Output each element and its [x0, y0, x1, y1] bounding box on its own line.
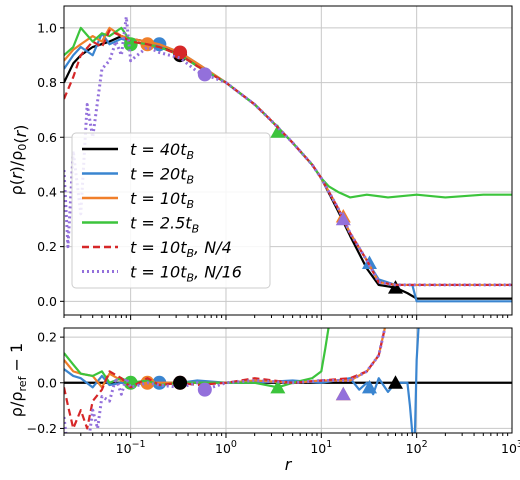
bottom-series-4-triangle-marker: [335, 386, 351, 401]
legend-label-2: t = 10tB: [130, 189, 194, 211]
bottom-plot-frame: [63, 327, 513, 434]
bottom-reference-triangle-marker: [388, 375, 404, 389]
bottom-series-line-3: [64, 328, 387, 430]
top-series-4-circle-marker: [173, 45, 188, 60]
top-series-0-triangle-marker: [388, 280, 404, 294]
bottom-x-tick-label: 101: [310, 439, 332, 456]
top-y-tick-label: 0.8: [37, 75, 57, 90]
legend-label-4: t = 10tB, N/4: [130, 238, 232, 260]
top-y-axis-label: ρ(r)/ρ0(r): [7, 125, 30, 196]
bottom-x-tick-label: 102: [406, 439, 428, 456]
top-series-group: [64, 15, 512, 303]
bottom-y-tick-label: 0.0: [37, 375, 57, 390]
bottom-x-tick-label: 10−1: [116, 439, 146, 456]
top-y-tick-label: 0.4: [37, 184, 57, 199]
top-series-5-triangle-marker: [335, 211, 351, 226]
bottom-y-axis-label: ρ/ρref − 1: [7, 343, 29, 417]
x-axis-label: r: [285, 455, 293, 474]
legend-box: [71, 132, 271, 289]
top-series-3-triangle-marker: [270, 124, 286, 138]
top-ticks: 0.0 0.2 0.4 0.6 0.8 1.0: [37, 20, 509, 320]
top-y-tick-label: 1.0: [37, 20, 57, 35]
bottom-y-tick-label: −0.2: [27, 421, 57, 436]
top-series-3-circle-marker: [123, 37, 138, 52]
top-y-tick-label: 0.2: [37, 239, 57, 254]
bottom-series-0-triangle-marker: [361, 379, 377, 394]
bottom-series-4-circle-marker: [197, 382, 212, 397]
bottom-ticks: −0.2 0.0 0.2 10−1 100 101 102 103: [27, 330, 520, 456]
top-y-tick-label: 0.0: [37, 294, 57, 309]
bottom-series-line-2: [64, 328, 330, 389]
legend-label-3: t = 2.5tB: [130, 214, 199, 236]
bottom-reference-circle-marker: [173, 375, 188, 390]
legend-label-1: t = 20tB: [130, 165, 194, 187]
top-series-line-5: [64, 15, 512, 287]
legend-label-0: t = 40tB: [130, 140, 194, 162]
bottom-series-line-1: [64, 328, 387, 389]
bottom-x-tick-label: 103: [501, 439, 520, 456]
legend-label-5: t = 10tB, N/16: [130, 263, 242, 285]
bottom-series-2-triangle-marker: [270, 379, 286, 394]
top-series-5-circle-marker: [197, 67, 212, 82]
top-series-1-triangle-marker: [361, 255, 377, 270]
top-plot-frame: [63, 5, 513, 316]
bottom-series-group: [64, 328, 512, 433]
bottom-series-line-4: [64, 328, 387, 433]
bottom-x-tick-label: 100: [215, 439, 237, 456]
bottom-y-tick-label: 0.2: [37, 330, 57, 345]
top-y-tick-label: 0.6: [37, 130, 57, 145]
